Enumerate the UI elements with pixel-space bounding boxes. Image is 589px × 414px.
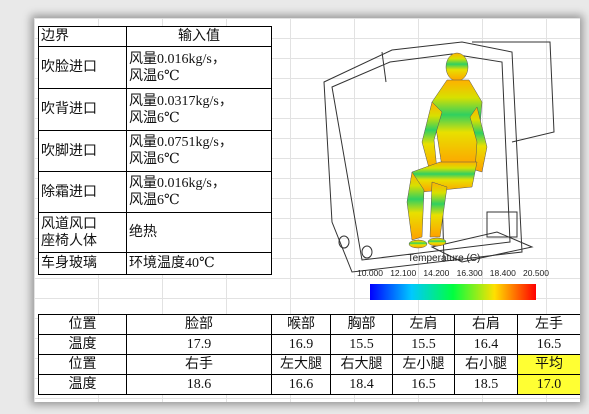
result-cell: 18.4 — [330, 374, 393, 395]
boundary-cell: 吹脸进口 — [38, 46, 127, 89]
cell-line: 风温6℃ — [129, 110, 180, 126]
result-cell: 左大腿 — [271, 354, 331, 375]
temperature-figure: Temperature (C) 10.000 12.100 14.200 16.300… — [323, 41, 555, 300]
legend-tick: 20.500 — [523, 268, 549, 278]
boundary-cell: 风量0.0751kg/s， 风温6℃ — [126, 130, 272, 172]
legend-tick: 10.000 — [357, 268, 383, 278]
result-cell: 16.4 — [454, 334, 518, 355]
legend-tick: 14.200 — [423, 268, 449, 278]
cell-line: 风温6℃ — [129, 68, 180, 84]
boundary-cell: 绝热 — [126, 212, 272, 253]
result-cell: 16.5 — [392, 374, 455, 395]
result-cell: 18.5 — [454, 374, 518, 395]
boundary-cell: 风量0.0317kg/s， 风温6℃ — [126, 88, 272, 131]
boundary-cell: 吹脚进口 — [38, 130, 127, 172]
result-cell: 17.9 — [126, 334, 272, 355]
result-cell: 16.5 — [517, 334, 580, 355]
result-cell: 平均 — [517, 354, 580, 375]
boundary-cell: 车身玻璃 — [38, 252, 127, 275]
result-cell: 喉部 — [271, 314, 331, 335]
result-cell: 左手 — [517, 314, 580, 335]
result-cell: 16.6 — [271, 374, 331, 395]
cell-line: 风量0.016kg/s， — [129, 51, 226, 67]
result-cell: 位置 — [38, 314, 127, 335]
header-cell: 边界 — [38, 26, 127, 47]
boundary-cell: 环境温度40℃ — [126, 252, 272, 275]
cell-line: 风量0.016kg/s， — [129, 176, 226, 191]
header-cell: 输入值 — [126, 26, 272, 47]
result-cell: 温度 — [38, 374, 127, 395]
result-cell: 脸部 — [126, 314, 272, 335]
result-cell: 右大腿 — [330, 354, 393, 375]
boundary-cell: 除霜进口 — [38, 171, 127, 213]
boundary-cell: 风量0.016kg/s， 风温6℃ — [126, 46, 272, 89]
result-cell: 左肩 — [392, 314, 455, 335]
cell-line: 风温6℃ — [129, 152, 180, 167]
cell-line: 风量0.0751kg/s， — [129, 135, 233, 150]
boundary-cell: 风量0.016kg/s， 风温6℃ — [126, 171, 272, 213]
result-cell: 位置 — [38, 354, 127, 375]
cell-line: 风温6℃ — [129, 193, 180, 208]
result-cell: 左小腿 — [392, 354, 455, 375]
result-cell: 右小腿 — [454, 354, 518, 375]
human-model — [406, 52, 488, 249]
boundary-cell: 风道风口 座椅人体 — [38, 212, 127, 253]
legend-tick: 18.400 — [490, 268, 516, 278]
legend-title: Temperature (C) — [408, 253, 481, 264]
legend-tick: 12.100 — [390, 268, 416, 278]
color-bar — [370, 284, 536, 300]
result-cell: 温度 — [38, 334, 127, 355]
cell-line: 风道风口 — [41, 216, 97, 232]
result-cell: 右肩 — [454, 314, 518, 335]
car-outline — [323, 41, 555, 273]
result-cell: 15.5 — [330, 334, 393, 355]
result-cell: 18.6 — [126, 374, 272, 395]
spreadsheet: Temperature (C) 10.000 12.100 14.200 16.300… — [34, 18, 580, 402]
result-cell: 15.5 — [392, 334, 455, 355]
legend-tick: 16.300 — [457, 268, 483, 278]
result-cell: 胸部 — [330, 314, 393, 335]
result-cell: 17.0 — [517, 374, 580, 395]
result-cell: 16.9 — [271, 334, 331, 355]
cell-line: 座椅人体 — [41, 233, 97, 249]
result-cell: 右手 — [126, 354, 272, 375]
cell-line: 风量0.0317kg/s， — [129, 93, 233, 109]
boundary-cell: 吹背进口 — [38, 88, 127, 131]
